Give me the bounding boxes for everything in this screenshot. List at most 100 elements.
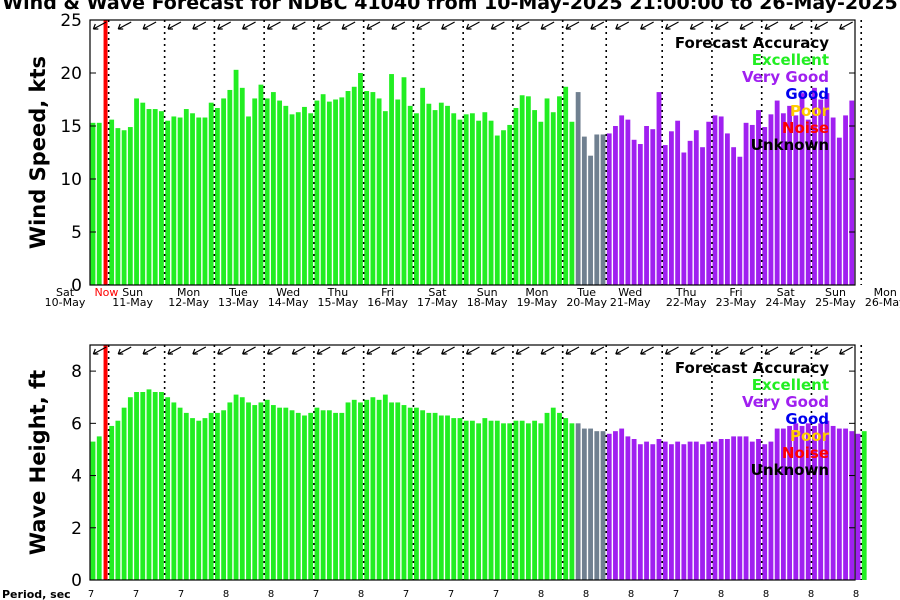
wind-arrow-icon: [366, 346, 381, 355]
wind-arrow-icon: [416, 346, 431, 355]
date-label: 10-May: [45, 296, 86, 309]
wind-speed-bar-excellent: [488, 120, 494, 285]
wave-height-bar-very-good: [855, 433, 861, 580]
wind-speed-bar-excellent: [563, 86, 569, 285]
wind-speed-bar-excellent: [320, 94, 326, 285]
wave-height-bar-excellent: [320, 410, 326, 580]
legend-item: Very Good: [742, 68, 829, 86]
day-name-label: Wed: [618, 286, 642, 299]
wind-speed-bar-very-good: [706, 121, 712, 285]
date-label: 24-May: [765, 296, 806, 309]
now-label: Now: [94, 286, 118, 299]
wind-arrow-icon: [416, 21, 431, 30]
wave-height-bar-very-good: [756, 439, 761, 580]
wave-height-bar-very-good: [718, 439, 724, 580]
wind-speed-bar-unknown: [594, 134, 600, 285]
wind-speed-bar-excellent: [246, 116, 251, 286]
date-label: 14-May: [268, 296, 309, 309]
wind-speed-bar-very-good: [662, 145, 668, 285]
wind-speed-bar-very-good: [644, 126, 649, 285]
wind-speed-bar-excellent: [519, 95, 525, 285]
wave-height-bar-unknown: [594, 431, 600, 580]
date-label: 18-May: [467, 296, 508, 309]
wind-arrow-icon: [266, 21, 281, 30]
wind-speed-bar-excellent: [569, 121, 575, 285]
wind-speed-bar-excellent: [283, 105, 289, 285]
date-label: 13-May: [218, 296, 259, 309]
date-label: 20-May: [566, 296, 607, 309]
wind-arrow-icon: [515, 346, 530, 355]
wave-height-bar-excellent: [389, 402, 394, 580]
period-label: Period, sec: [2, 588, 71, 600]
y-tick-label: 0: [71, 276, 82, 296]
wind-speed-bar-unknown: [600, 134, 606, 285]
wave-height-bar-excellent: [140, 392, 146, 580]
wave-height-bar-very-good: [737, 436, 743, 580]
wind-speed-bar-excellent: [345, 91, 351, 286]
y-tick-label: 25: [60, 11, 82, 31]
wave-height-bar-excellent: [96, 436, 102, 580]
wave-height-bar-excellent: [202, 418, 208, 580]
wave-height-bar-undefined: [861, 431, 867, 580]
wave-height-bar-very-good: [830, 425, 836, 580]
wind-arrow-icon: [242, 21, 256, 30]
wind-speed-bar-excellent: [134, 98, 139, 285]
wind-speed-bar-very-good: [693, 130, 699, 285]
wind-arrow-icon: [341, 346, 356, 355]
wind-arrow-icon: [789, 21, 804, 30]
wave-height-bar-excellent: [165, 397, 171, 580]
wave-height-bar-excellent: [569, 423, 575, 580]
wave-height-bar-very-good: [787, 425, 793, 580]
wave-height-bar-very-good: [687, 441, 693, 580]
period-value: 7: [403, 589, 409, 600]
wind-arrow-icon: [590, 346, 605, 355]
wind-speed-bar-excellent: [501, 130, 506, 285]
wind-speed-bar-very-good: [818, 99, 824, 285]
wind-speed-bar-excellent: [507, 124, 513, 285]
wave-height-bar-excellent: [507, 423, 513, 580]
wave-height-bar-very-good: [749, 441, 755, 580]
legend-item: Poor: [790, 102, 830, 120]
legend-title: Forecast Accuracy: [675, 359, 829, 377]
wind-speed-bar-excellent: [401, 77, 407, 286]
legend-item: Excellent: [752, 376, 829, 394]
wind-arrow-icon: [341, 21, 356, 30]
wind-arrow-icon: [192, 21, 207, 30]
legend-item: Noise: [782, 444, 829, 462]
wave-height-bar-very-good: [706, 441, 712, 580]
wave-height-bar-excellent: [370, 397, 376, 580]
wind-speed-bar-excellent: [414, 113, 419, 285]
wind-speed-bar-very-good: [606, 133, 612, 285]
wind-speed-bar-excellent: [438, 102, 444, 286]
wave-height-bar-excellent: [395, 402, 401, 580]
wind-arrow-icon: [789, 346, 804, 355]
wind-arrow-icon: [714, 346, 729, 355]
wave-height-bar-very-good: [799, 425, 805, 580]
wind-speed-bar-very-good: [843, 115, 848, 286]
wind-speed-bar-excellent: [289, 114, 295, 285]
period-row: Period, sec 7 7 7 8 8 7 8 7 7 7 8 8 8 7 8 8 8 8: [2, 588, 859, 600]
wave-height-bar-very-good: [793, 423, 799, 580]
wind-speed-bar-excellent: [264, 98, 270, 285]
wave-height-axis-label: Wave Height, ft: [26, 370, 50, 555]
legend-item: Unknown: [751, 136, 829, 154]
y-tick-label: 0: [71, 571, 82, 591]
wind-arrow-icon: [465, 346, 480, 355]
wave-height-bar-very-good: [669, 444, 674, 580]
wind-speed-bar-excellent: [432, 110, 438, 285]
wind-arrow-icon: [117, 346, 132, 355]
y-tick-label: 20: [60, 64, 82, 84]
day-name-label: Sat: [777, 286, 796, 299]
wave-height-bar-excellent: [563, 418, 569, 580]
y-tick-label: 10: [60, 170, 82, 190]
period-value: 8: [358, 589, 364, 600]
wave-height-bar-excellent: [239, 397, 245, 580]
y-tick-label: 4: [71, 467, 82, 487]
wind-speed-bar-very-good: [787, 105, 793, 285]
period-value: 7: [493, 589, 499, 600]
wind-speed-bar-excellent: [121, 130, 127, 285]
wind-speed-bar-excellent: [252, 98, 258, 285]
wind-arrow-icon: [615, 346, 630, 355]
wave-height-bar-excellent: [277, 407, 283, 580]
wave-height-bar-very-good: [712, 441, 718, 580]
